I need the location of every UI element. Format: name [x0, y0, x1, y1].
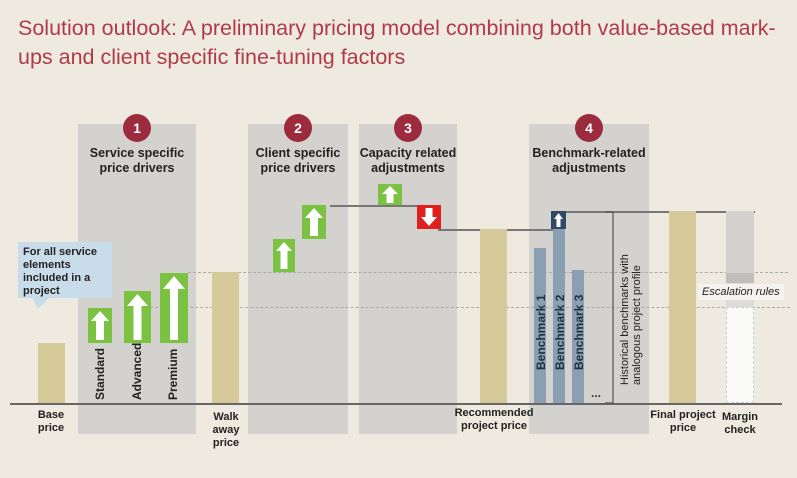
benchmark-ellipsis: ...: [591, 386, 602, 400]
benchmark-label-3: Benchmark 3: [572, 294, 586, 370]
benchmark-label-2: Benchmark 2: [553, 294, 567, 370]
benchmark-3-bar: [572, 270, 584, 403]
base-price-label: Base price: [37, 409, 65, 434]
capacity-up-arrow: [378, 184, 402, 205]
base-level-line: [150, 307, 790, 308]
client-up-arrow-2: [302, 205, 326, 239]
step-1-heading: Service specific price drivers: [89, 146, 185, 175]
step-3-heading: Capacity related adjustments: [359, 146, 457, 175]
panel-client-drivers: [248, 124, 348, 434]
service-elements-callout: For all service elements included in a p…: [18, 242, 112, 298]
benchmark-label-1: Benchmark 1: [534, 294, 548, 370]
benchmark-1-bar: [534, 248, 546, 403]
baseline: [10, 403, 782, 405]
standard-up-arrow: [88, 308, 112, 343]
panel-capacity: [359, 124, 457, 434]
client-up-arrow-1: [273, 239, 295, 272]
final-project-price-label: Final project price: [650, 409, 716, 434]
callout-pointer: [32, 297, 50, 309]
premium-up-arrow: [160, 273, 188, 343]
client-level-line: [330, 205, 420, 207]
benchmark-bracket: [605, 211, 614, 404]
page-title: Solution outlook: A preliminary pricing …: [18, 16, 776, 69]
panel-benchmark: [529, 124, 649, 434]
step-badge-1: 1: [123, 114, 151, 142]
escalation-rules-label: Escalation rules: [698, 284, 784, 300]
margin-check-label: Margin check: [721, 411, 759, 436]
base-price-bar: [38, 343, 65, 403]
benchmark-2-bar: [553, 229, 565, 403]
recommended-price-label: Recommended project price: [454, 407, 534, 432]
benchmark-note-text: Historical benchmarks with analogous pro…: [619, 254, 643, 385]
benchmark-note: Historical benchmarks with analogous pro…: [619, 237, 643, 385]
walk-away-price-label: Walk away price: [212, 411, 240, 449]
step-badge-3: 3: [394, 114, 422, 142]
final-level-line: [565, 211, 755, 213]
margin-check-lower: [726, 307, 754, 403]
margin-check-upper: [726, 211, 754, 273]
advanced-up-arrow: [124, 291, 151, 343]
step-badge-4: 4: [575, 114, 603, 142]
walk-away-price-bar: [212, 272, 239, 403]
driver-label-premium: Premium: [166, 348, 180, 400]
capacity-down-arrow: [417, 205, 441, 229]
step-2-heading: Client specific price drivers: [255, 146, 341, 175]
step-4-heading: Benchmark-related adjustments: [532, 146, 646, 175]
final-project-price-bar: [669, 211, 696, 403]
margin-check-band: [726, 273, 754, 283]
recommended-price-bar: [480, 229, 507, 403]
driver-label-standard: Standard: [93, 347, 107, 400]
driver-label-advanced: Advanced: [130, 342, 144, 400]
benchmark-up-arrow: [551, 211, 566, 229]
step-badge-2: 2: [284, 114, 312, 142]
